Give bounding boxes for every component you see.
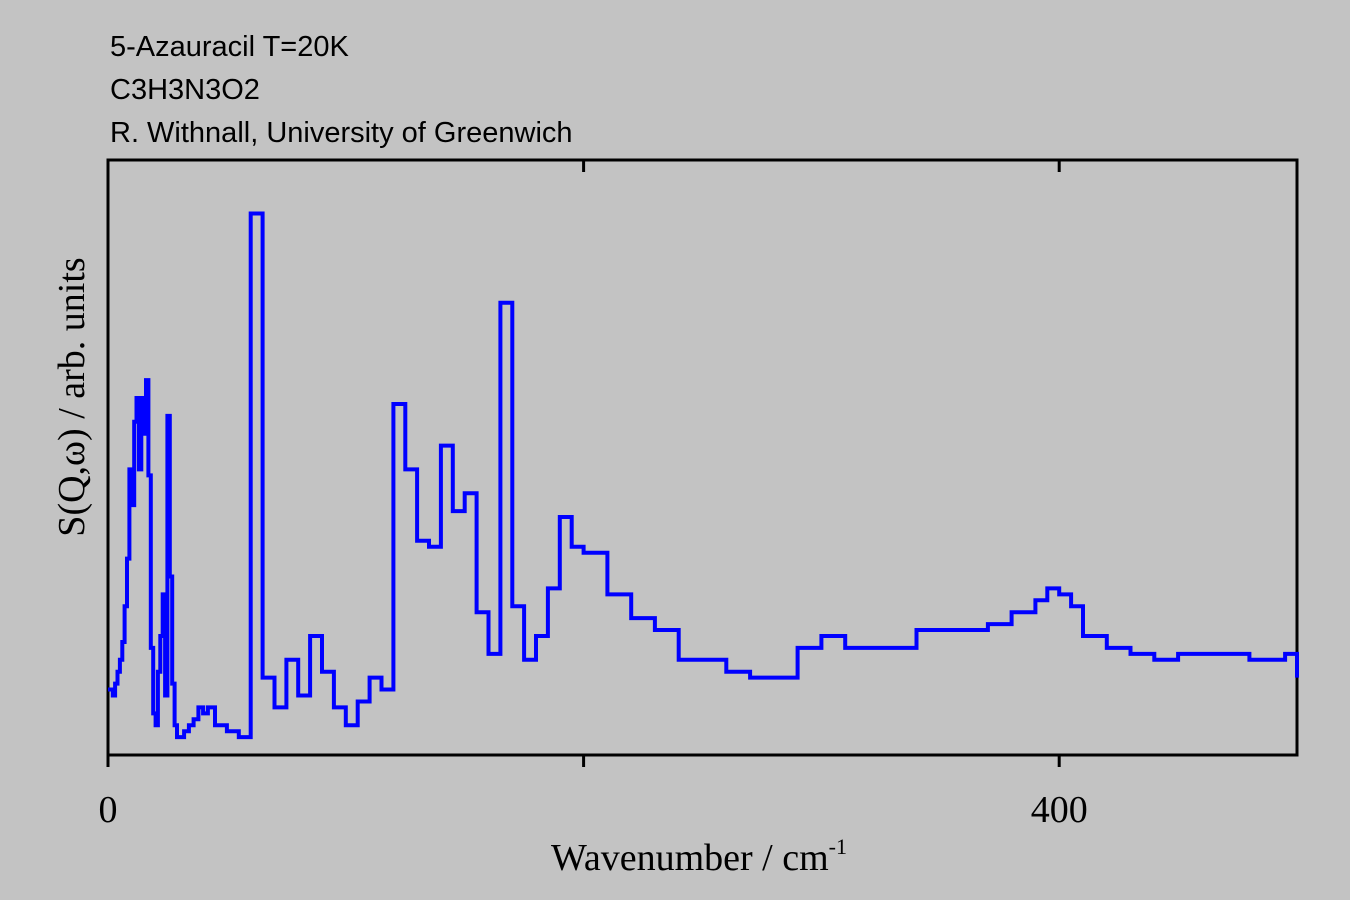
x-tick-label: 400 <box>1031 789 1088 831</box>
x-ticks: 0 400 <box>99 160 1088 831</box>
header-author: R. Withnall, University of Greenwich <box>110 117 573 149</box>
header-formula: C3H3N3O2 <box>110 74 260 106</box>
y-axis-label: S(Q,ω) / arb. units <box>51 257 93 536</box>
plot-frame <box>106 158 1299 757</box>
x-tick-label: 0 <box>99 789 118 831</box>
spectrum-line <box>108 211 1299 740</box>
header-sample-title: 5-Azauracil T=20K <box>110 31 349 63</box>
x-axis-label: Wavenumber / cm-1 <box>551 834 847 879</box>
